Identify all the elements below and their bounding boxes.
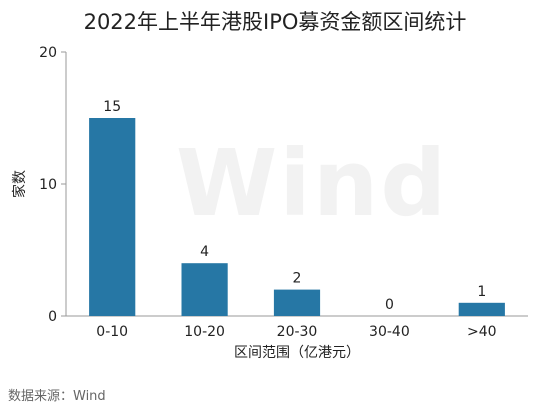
y-axis-title: 家数	[11, 170, 28, 198]
x-axis-title: 区间范围（亿港元）	[234, 344, 360, 361]
bar-0-10	[89, 118, 136, 316]
watermark-text: Wind	[176, 130, 448, 237]
y-tick-label: 20	[39, 45, 57, 61]
data-label->40: 1	[477, 284, 486, 300]
bar-10-20	[181, 263, 228, 316]
data-labels: 15 4 2 0 1	[103, 99, 486, 313]
data-label-20-30: 2	[293, 271, 302, 287]
x-tick-label: >40	[467, 324, 497, 340]
chart-title: 2022年上半年港股IPO募资金额区间统计	[83, 10, 467, 34]
x-tick-label: 10-20	[184, 324, 225, 340]
data-label-10-20: 4	[200, 244, 209, 260]
x-tick-label: 20-30	[277, 324, 318, 340]
bars	[89, 118, 505, 316]
y-tick-label: 0	[48, 309, 57, 325]
bar-20-30	[273, 289, 321, 316]
data-label-0-10: 15	[103, 99, 121, 115]
x-axis: 0-10 10-20 20-30 30-40 >40	[66, 315, 528, 340]
x-tick-label: 30-40	[369, 324, 410, 340]
data-label-30-40: 0	[385, 297, 394, 313]
source-note: 数据来源：Wind	[8, 389, 106, 404]
y-tick-label: 10	[39, 177, 57, 193]
x-tick-label: 0-10	[96, 324, 128, 340]
bar->40	[458, 302, 505, 316]
y-axis: 0 10 20	[39, 45, 67, 325]
